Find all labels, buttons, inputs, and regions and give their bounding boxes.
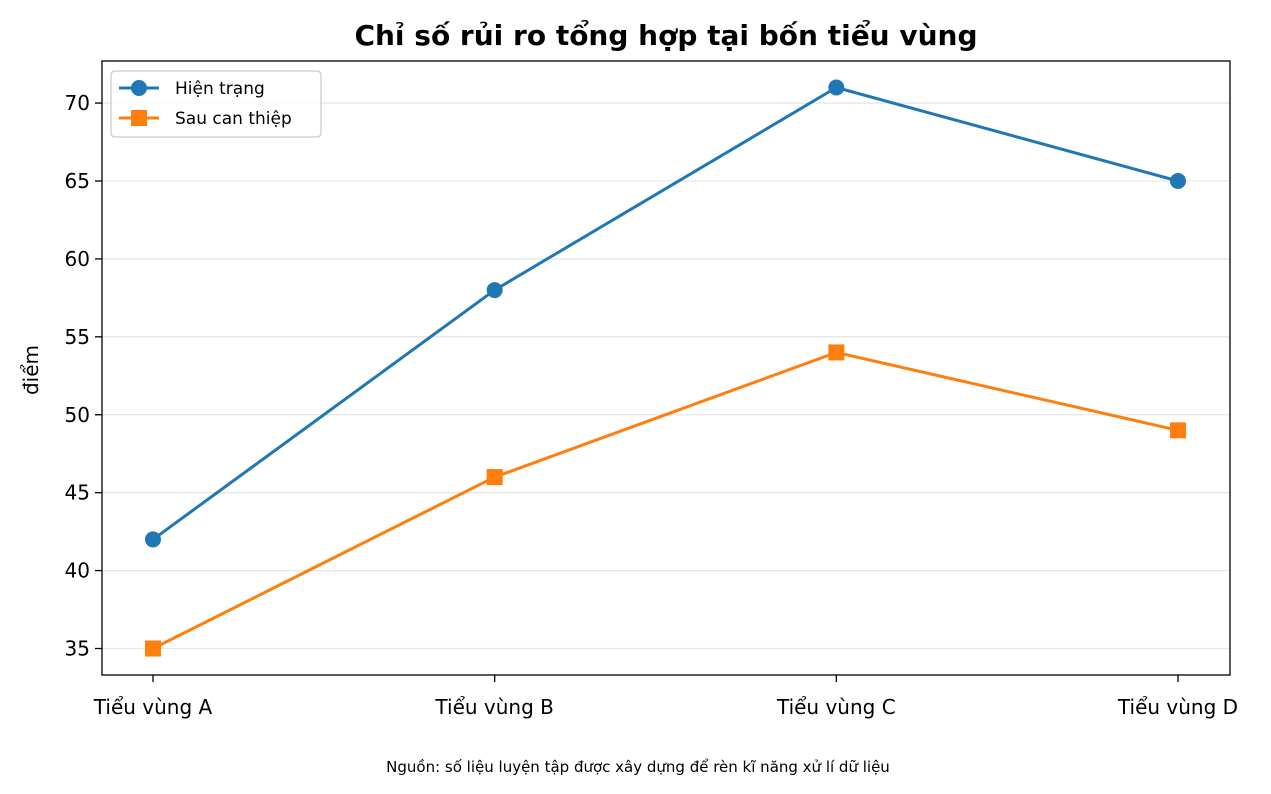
legend-label: Sau can thiệp (175, 109, 292, 129)
series-line (152, 350, 1179, 650)
data-point (486, 282, 503, 299)
data-point (828, 79, 845, 96)
y-tick-label: 60 (65, 247, 90, 271)
x-tick-label: Tiểu vùng C (776, 695, 896, 719)
data-point (145, 531, 161, 548)
y-tick-label: 70 (65, 91, 90, 115)
series-layer (145, 79, 1186, 657)
legend-label: Hiện trạng (175, 79, 265, 99)
x-tick-label: Tiểu vùng D (1117, 695, 1238, 719)
y-axis-label: điểm (19, 345, 43, 395)
legend-item-1: Hiện trạng (119, 79, 265, 99)
data-point (145, 640, 161, 657)
data-point (828, 344, 845, 361)
chart-title: Chỉ số rủi ro tổng hợp tại bốn tiểu vùng (354, 18, 977, 52)
legend-marker (131, 110, 147, 126)
y-tick-label: 45 (65, 481, 90, 505)
x-axis: Tiểu vùng A Tiểu vùng B Tiểu vùng C Tiểu vù… (93, 675, 1238, 719)
y-tick-label: 40 (65, 559, 90, 583)
y-tick-label: 65 (65, 169, 90, 193)
legend: Hiện trạng Sau can thiệp (110, 70, 322, 138)
y-tick-label: 35 (65, 637, 90, 661)
data-point (1170, 422, 1186, 439)
legend-marker (131, 80, 147, 96)
source-note: Nguồn: số liệu luyện tập được xây dựng đ… (386, 758, 890, 776)
y-tick-label: 50 (65, 403, 90, 427)
y-axis: 35 40 45 50 55 60 65 70 (65, 91, 102, 661)
data-point (486, 469, 503, 486)
legend-item-2: Sau can thiệp (119, 109, 292, 129)
plot-area-frame (101, 60, 1231, 676)
series-1 (145, 79, 1186, 548)
grid-lines (102, 102, 1230, 650)
series-2 (145, 344, 1186, 657)
series-line (152, 85, 1179, 541)
x-tick-label: Tiểu vùng A (93, 695, 213, 719)
data-point (1170, 172, 1186, 189)
legend-box (110, 70, 322, 138)
x-tick-label: Tiểu vùng B (434, 695, 553, 719)
y-tick-label: 55 (65, 325, 90, 349)
